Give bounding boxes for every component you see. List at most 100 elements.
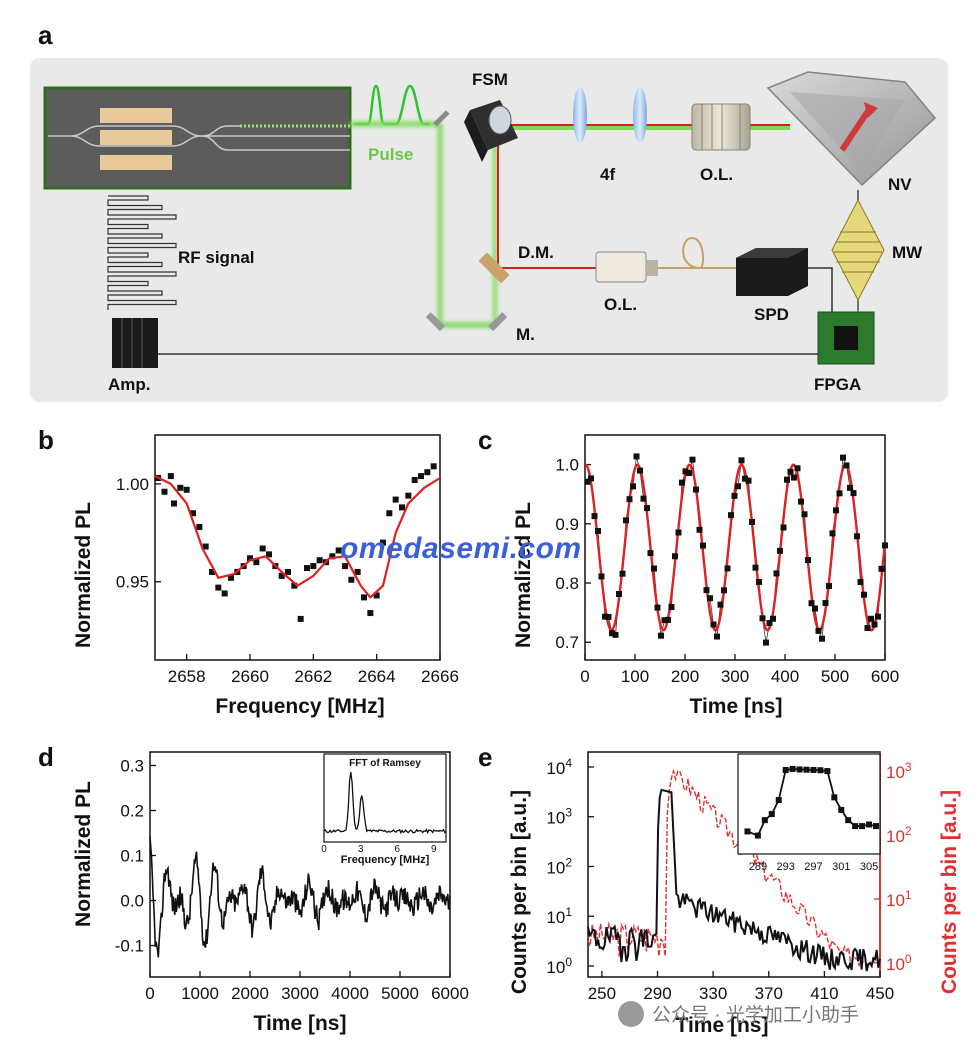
- fft-inset-line: [323, 771, 447, 835]
- watermark-text: omedasemi.com: [340, 532, 582, 565]
- plot-c-point: [766, 619, 773, 626]
- plot-c-point: [815, 627, 822, 634]
- 4f-label: 4f: [600, 165, 615, 184]
- plot-b-point: [209, 568, 215, 575]
- plot-d-ytick: 0.0: [120, 892, 144, 911]
- plot-c-point: [763, 639, 769, 646]
- plot-e-inset-point: [744, 828, 751, 835]
- plot-e-ytick-right: 100: [886, 952, 912, 974]
- plot-b-point: [418, 473, 424, 480]
- plot-e-inset-point: [852, 823, 859, 830]
- plot-b-point: [399, 504, 405, 511]
- plot-c-point: [717, 601, 724, 608]
- ol-bottom-label: O.L.: [604, 295, 637, 314]
- plot-b-point: [329, 553, 336, 560]
- rf-signal-trace: [107, 195, 177, 310]
- plot-b-point: [380, 539, 386, 546]
- plot-c-point: [749, 518, 755, 525]
- plot-b-xlabel: Frequency [MHz]: [215, 695, 384, 718]
- plot-c-point: [735, 483, 741, 490]
- plot-b-xtick: 2662: [294, 667, 332, 686]
- plot-d-xtick: 3000: [281, 984, 319, 1003]
- plot-b-point: [177, 484, 184, 491]
- plot-c-ytick: 0.9: [555, 515, 579, 534]
- plot-e-inset-xtick: 289: [749, 861, 767, 873]
- plot-c-ytick: 1.0: [555, 456, 579, 475]
- plot-b-ylabel: Normalized PL: [72, 502, 95, 648]
- plot-e-inset-xtick: 301: [832, 861, 850, 873]
- plot-b-point: [342, 563, 348, 570]
- plot-b-point: [291, 582, 298, 589]
- plot-b-point: [196, 523, 203, 530]
- fiber: [658, 236, 740, 269]
- plot-b-point: [247, 555, 253, 562]
- plot-c-point: [861, 591, 867, 598]
- plot-b-point: [392, 496, 399, 503]
- plot-d-marks: [149, 836, 451, 958]
- plot-c-point: [819, 635, 825, 642]
- green-beam: [350, 121, 497, 328]
- plot-c-xtick: 200: [671, 667, 699, 686]
- plot-b-point: [316, 557, 323, 564]
- plot-b-xtick: 2664: [358, 667, 396, 686]
- plot-c-point: [882, 542, 888, 549]
- plot-c-point: [693, 486, 699, 493]
- plot-b: Normalized PL Frequency [MHz] 2658 2660 …: [72, 434, 459, 718]
- wechat-icon: [618, 1000, 644, 1027]
- plot-c-point: [871, 621, 878, 628]
- plot-e-red-series: [587, 768, 881, 968]
- plot-c-point: [794, 465, 801, 472]
- plot-d-xtick: 4000: [331, 984, 369, 1003]
- plot-c-fit-line: [585, 463, 887, 632]
- plot-e-inset-point: [782, 766, 789, 773]
- plot-c-point: [878, 565, 885, 572]
- plot-b-point: [304, 565, 310, 572]
- plot-c-point: [612, 631, 619, 638]
- nv-diamond: [766, 71, 937, 187]
- plot-b-xtick: 2660: [231, 667, 269, 686]
- plot-e-ylabel-left: Counts per bin [a.u.]: [508, 790, 531, 994]
- plot-c-point: [791, 474, 797, 481]
- fpga-label: FPGA: [814, 375, 861, 394]
- plot-c-point: [640, 495, 647, 502]
- plot-c-point: [773, 570, 780, 577]
- plot-b-point: [183, 486, 190, 493]
- plot-e-xtick: 330: [699, 984, 727, 1003]
- plot-b-xtick: 2666: [421, 667, 459, 686]
- lens-1: [573, 87, 587, 143]
- plot-d-xtick: 6000: [431, 984, 469, 1003]
- plot-e-black-series: [587, 788, 881, 972]
- panel-letter-d: d: [38, 742, 54, 772]
- plot-c-point: [710, 621, 717, 628]
- plot-b-point: [202, 543, 209, 550]
- plot-c-point: [756, 578, 762, 585]
- plot-b-point: [373, 592, 380, 599]
- plot-b-marks: [154, 463, 441, 622]
- plot-d-ytick: 0.3: [120, 757, 144, 776]
- plot-e-inset-point: [775, 797, 782, 804]
- plot-c-point: [609, 630, 615, 637]
- plot-c-point: [714, 633, 720, 640]
- plot-e-xtick: 410: [810, 984, 838, 1003]
- plot-e-inset-xtick: 297: [804, 861, 822, 873]
- plot-c-xtick: 600: [871, 667, 899, 686]
- plot-d: Normalized PL Time [ns] 0 1000 2000 3000…: [72, 751, 469, 1035]
- plot-d-xlabel: Time [ns]: [254, 1012, 347, 1035]
- plot-e-ytick-right: 101: [886, 888, 912, 910]
- plot-c: Normalized PL Time [ns] 0 100 200 300 40…: [512, 434, 899, 718]
- plot-c-point: [658, 632, 664, 639]
- panel-letter-a: a: [38, 20, 53, 50]
- plot-e: Counts per bin [a.u.] Counts per bin [a.…: [508, 751, 961, 1037]
- plot-d-ytick: -0.1: [115, 937, 144, 956]
- plot-c-point: [700, 542, 706, 549]
- plot-c-point: [801, 511, 808, 518]
- plot-b-point: [310, 563, 317, 570]
- plot-c-point: [759, 615, 766, 622]
- plot-b-point: [221, 590, 228, 597]
- plot-b-point: [430, 463, 437, 470]
- plot-c-point: [826, 582, 832, 589]
- plot-d-ytick: 0.2: [120, 802, 144, 821]
- plot-c-point: [868, 615, 874, 622]
- plot-c-point: [847, 484, 853, 491]
- plot-e-ytick-left: 101: [546, 905, 572, 927]
